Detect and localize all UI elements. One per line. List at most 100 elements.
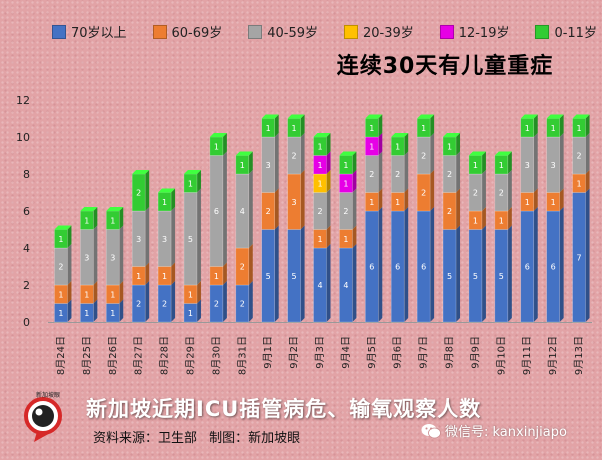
data-label: 2 <box>240 300 245 309</box>
data-label: 5 <box>292 272 297 281</box>
bar-side <box>67 244 72 285</box>
bar-side <box>352 188 357 230</box>
bar-side <box>533 207 538 322</box>
bar-side <box>456 133 461 156</box>
bar-side <box>533 133 538 193</box>
bar-side <box>533 188 538 211</box>
y-tick-label: 10 <box>16 131 30 144</box>
bar-side <box>585 170 590 193</box>
data-label: 2 <box>58 263 63 272</box>
data-label: 1 <box>58 309 63 318</box>
data-label: 1 <box>343 179 348 188</box>
x-tick-label: 8月28日 <box>159 336 171 375</box>
bar-side <box>507 151 512 174</box>
chart-title: 连续30天有儿童重症 <box>336 54 554 79</box>
x-tick-label: 9月4日 <box>340 336 352 369</box>
data-label: 3 <box>551 161 556 170</box>
legend-label: 12-19岁 <box>458 26 510 41</box>
x-tick-label: 9月13日 <box>573 336 585 375</box>
x-tick-label: 9月11日 <box>521 336 533 375</box>
bar-top <box>132 170 150 174</box>
data-label: 1 <box>214 142 219 151</box>
data-label: 5 <box>266 272 271 281</box>
bar-top <box>80 207 98 211</box>
bar-side <box>145 281 150 322</box>
bar-side <box>119 281 124 304</box>
y-tick-label: 4 <box>23 242 30 255</box>
bar-side <box>300 225 305 322</box>
bar-top <box>106 207 124 211</box>
bar-side <box>481 207 486 230</box>
bar-side <box>248 170 253 248</box>
legend-item: 70岁以上 <box>52 22 127 41</box>
data-label: 1 <box>136 272 141 281</box>
x-tick-label: 9月5日 <box>366 336 378 369</box>
bar-side <box>196 188 201 285</box>
data-label: 6 <box>551 263 556 272</box>
data-label: 6 <box>395 263 400 272</box>
bar-top <box>261 114 279 119</box>
bar-top <box>287 114 305 119</box>
legend-label: 20-39岁 <box>362 26 414 41</box>
data-label: 1 <box>317 161 322 170</box>
data-label: 6 <box>421 263 426 272</box>
wechat-id: 微信号: kanxinjiapo <box>445 425 567 440</box>
data-label: 2 <box>369 170 374 179</box>
bar-side <box>171 207 176 267</box>
bar-top <box>443 133 461 137</box>
data-label: 7 <box>577 253 582 262</box>
bar-side <box>404 207 409 322</box>
bar-top <box>183 170 201 174</box>
bar-side <box>378 207 383 322</box>
data-label: 1 <box>110 309 115 318</box>
x-tick-label: 8月29日 <box>184 336 196 375</box>
bar-side <box>93 299 98 322</box>
data-label: 2 <box>421 189 426 198</box>
bar-side <box>559 207 564 322</box>
bar-side <box>196 170 201 193</box>
bar-side <box>119 225 124 285</box>
logo-text: 新加坡眼 <box>36 392 61 399</box>
bar-side <box>507 225 512 322</box>
bar-top <box>365 114 383 119</box>
bar-side <box>171 262 176 285</box>
data-label: 5 <box>188 235 193 244</box>
bar-side <box>274 133 279 193</box>
data-label: 2 <box>577 152 582 161</box>
bar-side <box>430 133 435 174</box>
data-label: 1 <box>58 290 63 299</box>
bar-top <box>54 225 72 230</box>
data-label: 3 <box>136 235 141 244</box>
legend-item: 60-69岁 <box>152 22 222 41</box>
bar-side <box>326 170 331 193</box>
data-label: 1 <box>162 272 167 281</box>
x-tick-label: 9月3日 <box>314 336 326 369</box>
bar-side <box>248 281 253 322</box>
data-label: 1 <box>499 161 504 170</box>
legend-label: 0-11岁 <box>554 26 597 41</box>
data-label: 2 <box>395 170 400 179</box>
data-label: 1 <box>525 198 530 207</box>
bar-side <box>585 188 590 322</box>
x-tick-label: 9月6日 <box>392 336 404 369</box>
data-label: 6 <box>525 263 530 272</box>
data-label: 2 <box>343 207 348 216</box>
bar-side <box>378 151 383 193</box>
bar-side <box>481 225 486 322</box>
bar-side <box>93 225 98 285</box>
legend-label: 40-59岁 <box>267 26 319 41</box>
source-line: 资料来源：卫生部 制图：新加坡眼 <box>93 427 308 446</box>
data-label: 2 <box>266 207 271 216</box>
legend-swatch <box>52 24 66 39</box>
bar-side <box>404 188 409 211</box>
data-label: 3 <box>266 161 271 170</box>
legend-item: 0-11岁 <box>535 22 597 41</box>
data-label: 1 <box>214 272 219 281</box>
bar-side <box>326 151 331 174</box>
data-label: 2 <box>240 263 245 272</box>
bar-side <box>378 114 383 137</box>
bar-side <box>222 281 227 322</box>
bar-top <box>209 133 227 137</box>
bar-side <box>352 170 357 193</box>
x-tick-label: 8月24日 <box>55 336 67 375</box>
